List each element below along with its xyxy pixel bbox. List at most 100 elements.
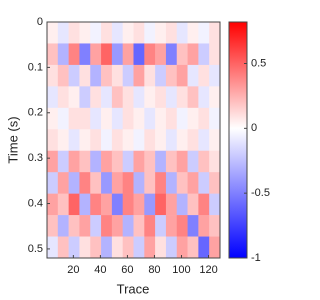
cell [47,64,59,87]
cell [47,43,59,66]
cell [122,43,134,66]
cell [79,107,91,130]
cell [133,129,145,152]
cell [165,215,178,237]
cell [68,193,80,216]
cell [79,64,91,87]
cell [122,150,134,173]
cell [198,64,210,87]
cell [122,86,134,109]
cell [79,129,91,152]
cell [155,150,167,173]
cell [187,193,199,216]
cell [144,107,156,130]
cell [101,150,113,173]
cell [165,236,178,259]
cell [111,107,123,130]
cell [79,193,91,216]
cell [165,150,178,173]
cell [187,64,199,87]
cell [144,215,156,237]
cell [90,86,102,109]
cell [155,107,167,130]
cell [90,64,102,87]
cell [90,172,102,194]
cell [47,150,59,173]
cell [111,172,123,194]
cell [176,64,188,87]
cell [209,86,221,109]
cell [155,64,167,87]
cell [165,172,178,194]
cell [133,22,145,44]
cell [101,86,113,109]
cell [209,150,221,173]
cell [187,215,199,237]
y-axis-label: Time (s) [5,116,20,163]
cell [144,86,156,109]
cell [155,86,167,109]
heatmap [47,22,221,259]
cell [209,193,221,216]
cell [68,215,80,237]
cell [144,172,156,194]
cell [187,172,199,194]
cell [47,193,59,216]
cell [187,236,199,259]
cell [187,22,199,44]
colorbar-tick-label: -0.5 [251,187,270,199]
cell [133,193,145,216]
x-tick-label: 40 [94,264,106,276]
cell [198,86,210,109]
cell [187,43,199,66]
cell [144,193,156,216]
cell [209,64,221,87]
cell [57,236,69,259]
cell [79,215,91,237]
cell [133,172,145,194]
cell [79,172,91,194]
cell [101,22,113,44]
cell [165,43,178,66]
cell [209,43,221,66]
cell [198,129,210,152]
cell [111,86,123,109]
cell [209,107,221,130]
cell [176,215,188,237]
cell [176,43,188,66]
cell [198,22,210,44]
y-tick-label: 0.1 [28,61,43,73]
cell [90,107,102,130]
cell [47,129,59,152]
cell [144,64,156,87]
cell [209,172,221,194]
plot-frame [46,21,221,259]
cell [68,64,80,87]
cell [101,236,113,259]
cell [176,172,188,194]
cell [165,22,178,44]
cell [187,86,199,109]
cell [165,129,178,152]
cell [101,172,113,194]
cell [57,22,69,44]
y-tick-label: 0.3 [28,152,43,164]
cell [90,150,102,173]
cell [57,215,69,237]
cell [79,150,91,173]
cell [111,129,123,152]
cell [155,43,167,66]
cell [198,236,210,259]
cell [133,86,145,109]
cell [176,107,188,130]
cell [209,215,221,237]
cell [101,129,113,152]
cell [187,129,199,152]
cell [155,215,167,237]
cell [198,193,210,216]
cell [57,172,69,194]
cell [122,129,134,152]
cell [133,64,145,87]
cell [79,86,91,109]
cell [111,64,123,87]
